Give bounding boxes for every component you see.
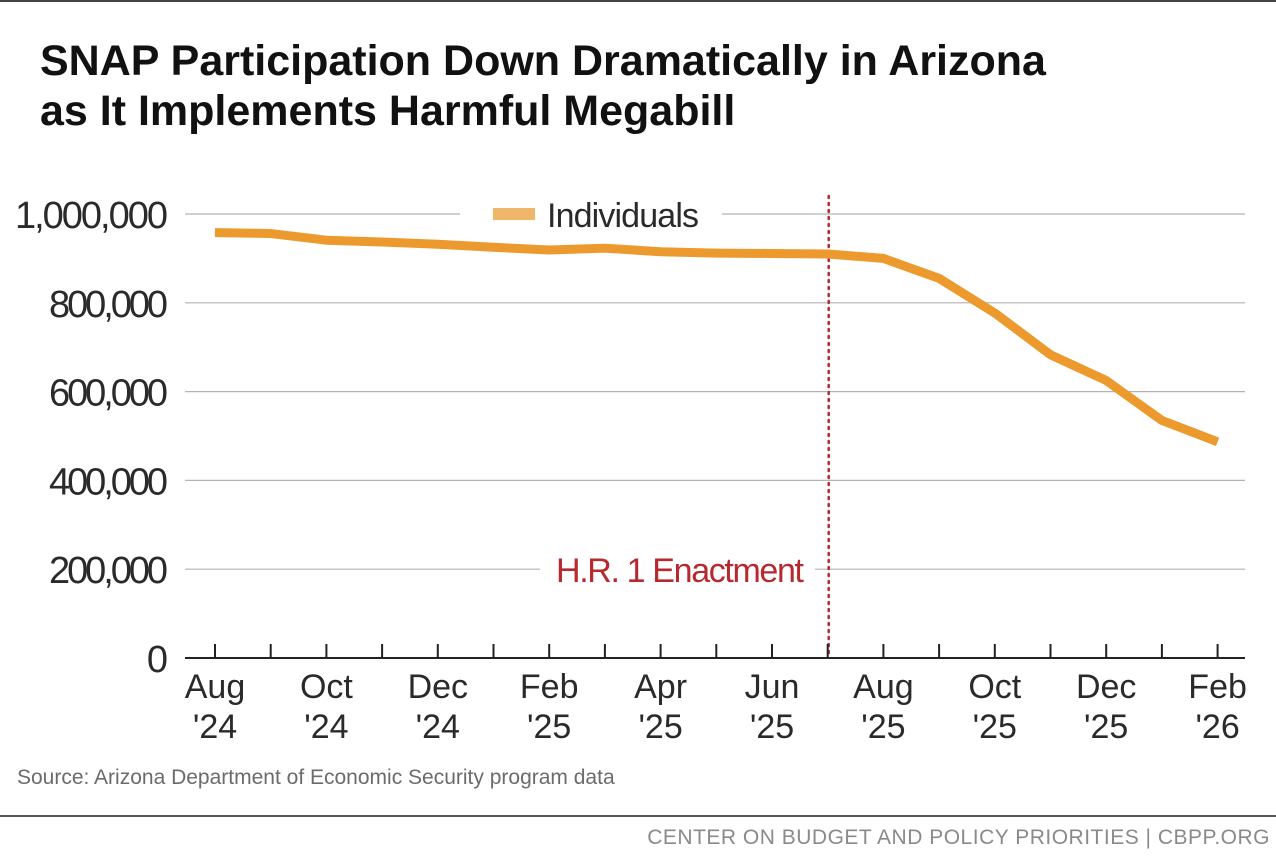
chart-title-line-2: as It Implements Harmful Megabill — [40, 87, 736, 135]
y-tick-label: 1,000,000 — [15, 195, 168, 237]
x-tick-label-year: '24 — [416, 708, 460, 746]
source-note: Source: Arizona Department of Economic S… — [17, 766, 615, 789]
enactment-label: H.R. 1 Enactment — [556, 552, 805, 590]
series-line-individuals — [214, 228, 1220, 446]
x-tick-label-year: '26 — [1195, 708, 1239, 746]
footer-credit: CENTER ON BUDGET AND POLICY PRIORITIES |… — [647, 826, 1270, 849]
x-tick-label-month: Oct — [968, 668, 1021, 706]
line-chart: H.R. 1 Enactment Individuals Aug'24Oct'2… — [15, 190, 1247, 746]
y-axis: 0 200,000 400,000 600,000 800,000 1,000,000 — [15, 195, 168, 681]
bottom-rule — [0, 815, 1276, 817]
x-tick-label-month: Dec — [408, 668, 468, 706]
x-tick-label-year: '25 — [527, 708, 571, 746]
x-axis: Aug'24Oct'24Dec'24Feb'25Apr'25Jun'25Aug'… — [185, 644, 1247, 746]
annotation-backdrop — [540, 547, 815, 592]
gridlines — [185, 213, 1245, 570]
x-tick-label-month: Aug — [853, 668, 914, 706]
x-tick-label-month: Feb — [1188, 668, 1247, 706]
x-tick-label-month: Dec — [1076, 668, 1136, 706]
top-rule — [0, 0, 1276, 2]
chart-title-line-1: SNAP Participation Down Dramatically in … — [40, 37, 1046, 85]
series-individuals — [214, 228, 1220, 446]
x-tick-label-year: '25 — [638, 708, 682, 746]
x-tick-label-year: '25 — [1084, 708, 1128, 746]
chart-title: SNAP Participation Down Dramatically in … — [40, 36, 1260, 136]
x-tick-label-month: Oct — [300, 668, 353, 706]
x-tick-label-month: Jun — [745, 668, 800, 706]
x-tick-label-month: Apr — [634, 668, 687, 706]
x-tick-label-year: '25 — [861, 708, 905, 746]
legend-swatch — [493, 208, 535, 220]
y-tick-label: 0 — [147, 639, 168, 681]
x-tick-label-month: Feb — [520, 668, 579, 706]
x-tick-label-year: '24 — [304, 708, 348, 746]
x-tick-label-year: '25 — [750, 708, 794, 746]
y-tick-label: 600,000 — [49, 373, 168, 415]
x-tick-label-year: '24 — [193, 708, 237, 746]
y-tick-label: 200,000 — [49, 550, 168, 592]
legend: Individuals — [460, 190, 722, 238]
x-tick-label-month: Aug — [185, 668, 246, 706]
y-tick-label: 400,000 — [49, 461, 168, 503]
y-tick-label: 800,000 — [49, 284, 168, 326]
enactment-annotation: H.R. 1 Enactment — [540, 194, 830, 660]
x-tick-label-year: '25 — [973, 708, 1017, 746]
legend-label: Individuals — [547, 197, 699, 235]
